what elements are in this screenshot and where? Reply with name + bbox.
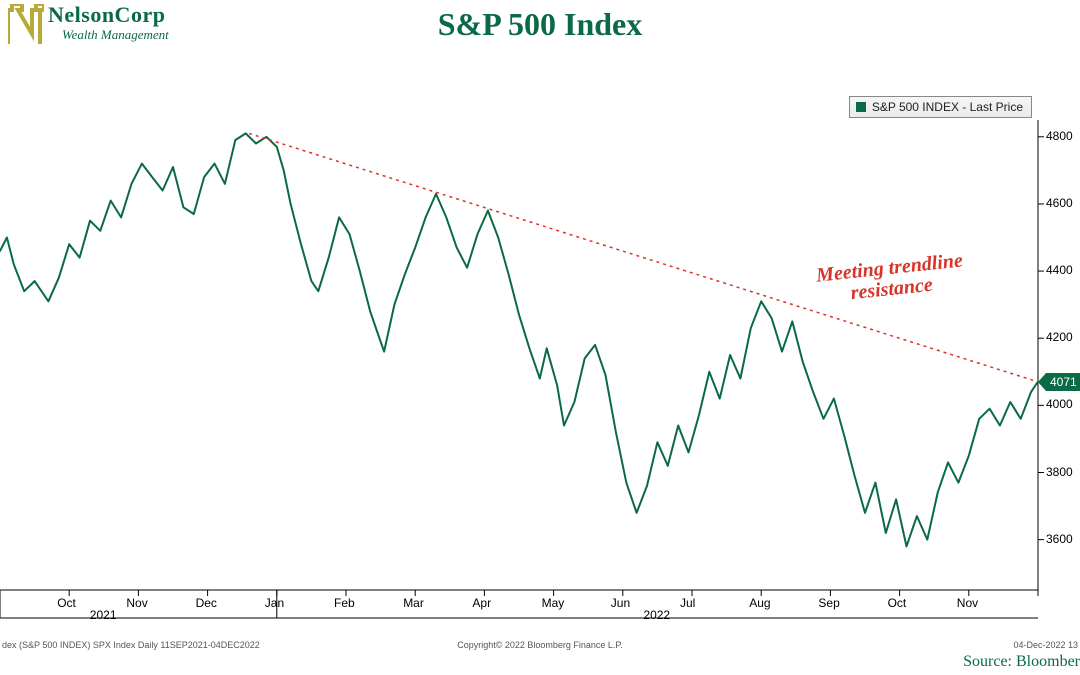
month-label: Jun: [611, 596, 630, 610]
legend: S&P 500 INDEX - Last Price: [849, 96, 1032, 118]
source-label: Source: Bloomber: [963, 653, 1080, 671]
month-label: Jul: [680, 596, 695, 610]
footer-left: dex (S&P 500 INDEX) SPX Index Daily 11SE…: [2, 640, 260, 650]
month-label: Oct: [888, 596, 907, 610]
year-label: 2022: [643, 608, 670, 622]
y-tick-label: 4000: [1046, 397, 1073, 411]
y-tick-label: 4800: [1046, 129, 1073, 143]
y-tick-label: 3600: [1046, 532, 1073, 546]
footer-right: 04-Dec-2022 13: [1013, 640, 1078, 650]
month-label: Jan: [265, 596, 284, 610]
month-label: Dec: [196, 596, 217, 610]
legend-swatch-icon: [856, 102, 866, 112]
month-label: Oct: [57, 596, 76, 610]
month-label: Mar: [403, 596, 424, 610]
y-tick-label: 4600: [1046, 196, 1073, 210]
month-label: Aug: [749, 596, 770, 610]
month-label: Nov: [957, 596, 978, 610]
y-tick-label: 4200: [1046, 330, 1073, 344]
chart-container: NelsonCorp Wealth Management S&P 500 Ind…: [0, 0, 1080, 675]
month-label: Apr: [472, 596, 491, 610]
month-label: Sep: [818, 596, 839, 610]
month-label: Feb: [334, 596, 355, 610]
month-label: Nov: [126, 596, 147, 610]
legend-label: S&P 500 INDEX - Last Price: [872, 100, 1023, 114]
footer-center: Copyright© 2022 Bloomberg Finance L.P.: [457, 640, 623, 650]
year-label: 2021: [90, 608, 117, 622]
last-price-flag: 4071: [1046, 373, 1080, 391]
month-label: May: [542, 596, 565, 610]
y-tick-label: 3800: [1046, 465, 1073, 479]
y-tick-label: 4400: [1046, 263, 1073, 277]
